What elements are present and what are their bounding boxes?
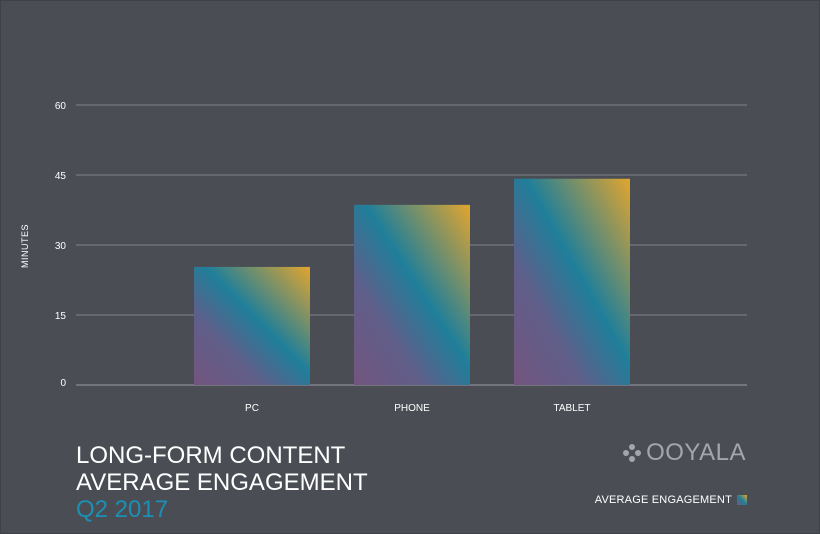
x-tick-label: TABLET [553,403,590,414]
y-tick-label: 0 [60,378,66,389]
chart-title-line-2: AVERAGE ENGAGEMENT [76,469,368,496]
x-axis-ticks: PC PHONE TABLET [245,403,590,414]
y-axis-label: MINUTES [20,224,30,268]
chart-legend: AVERAGE ENGAGEMENT [595,494,747,506]
bar-tablet [514,178,630,385]
bar-chart: 0 15 30 45 60 PC PHONE TABLET MINUTES [20,101,747,414]
y-tick-label: 45 [55,171,67,182]
chart-subtitle: Q2 2017 [76,496,169,523]
brand-name: OOYALA [646,439,746,466]
ooyala-dots-icon [623,444,642,462]
bar-pc [194,266,310,385]
chart-title-line-1: LONG-FORM CONTENT [76,442,346,469]
bar-phone [354,204,470,385]
x-tick-label: PHONE [394,403,430,414]
legend-swatch [737,495,747,505]
x-tick-label: PC [245,403,259,414]
y-tick-label: 60 [55,101,67,112]
bars [194,178,630,385]
y-tick-label: 30 [55,241,67,252]
ooyala-logo: OOYALA [622,439,746,466]
y-tick-label: 15 [55,311,67,322]
y-axis-ticks: 0 15 30 45 60 [55,101,67,389]
legend-label: AVERAGE ENGAGEMENT [594,494,732,506]
chart-title-block: LONG-FORM CONTENT AVERAGE ENGAGEMENT Q2 … [76,442,368,523]
